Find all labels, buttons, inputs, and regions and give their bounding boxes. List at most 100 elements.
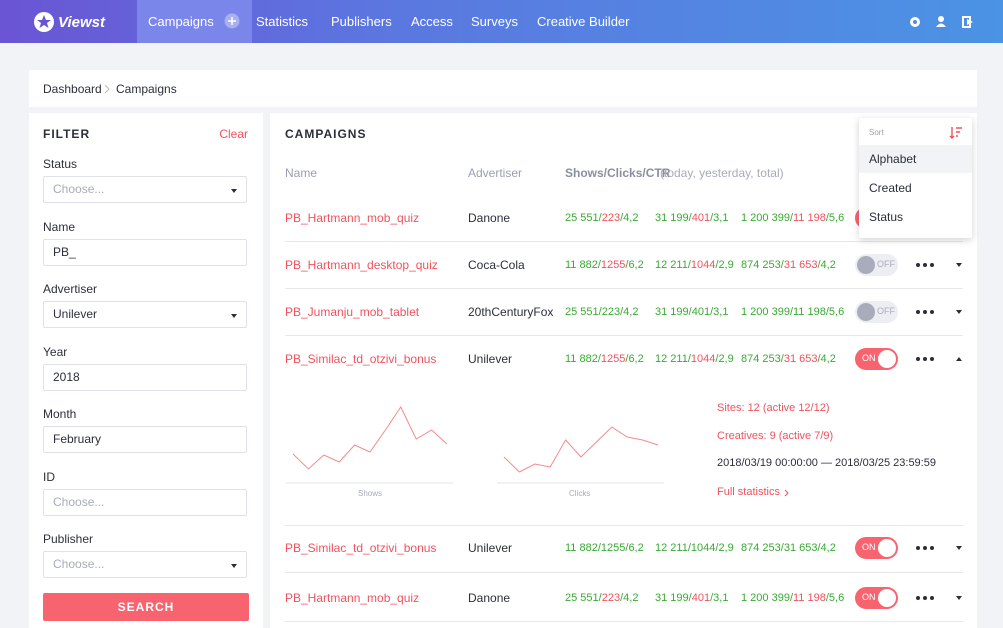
stats: 874 253/31 653/4,2 <box>741 542 836 554</box>
text-input[interactable]: PB_ <box>43 238 247 266</box>
toggle-knob <box>857 303 875 321</box>
settings-icon[interactable] <box>910 17 920 27</box>
text-input[interactable]: February <box>43 426 247 453</box>
chart-label: Clicks <box>569 489 591 498</box>
campaigns-title: CAMPAIGNS <box>285 127 367 141</box>
col-stats-note: (today, yesterday, total) <box>660 166 784 180</box>
nav-label: Campaigns <box>148 14 214 29</box>
advertiser: Coca-Cola <box>468 258 525 272</box>
nav-item[interactable]: Statistics <box>245 0 319 43</box>
filter-title: FILTER <box>43 127 91 141</box>
arrow <box>956 263 962 267</box>
more-menu[interactable] <box>915 262 935 268</box>
more-menu[interactable] <box>915 545 935 551</box>
expand-arrow[interactable] <box>230 313 238 319</box>
select-box[interactable]: Choose... <box>43 551 247 578</box>
col-stats[interactable]: Shows/Clicks/CTR <box>565 166 671 180</box>
stats: 1 200 399/11 198/5,6 <box>741 212 845 224</box>
logo-text[interactable]: Viewst <box>58 14 105 31</box>
text-input[interactable]: Choose... <box>43 488 247 516</box>
more-menu[interactable] <box>915 356 935 362</box>
campaign-name[interactable]: PB_Similac_td_otzivi_bonus <box>285 352 437 366</box>
campaign-name[interactable]: PB_Jumanju_mob_tablet <box>285 305 420 319</box>
dot <box>923 596 927 600</box>
stats: 1 200 399/11 198/5,6 <box>741 306 845 318</box>
sparkline <box>503 426 659 473</box>
arrow <box>956 596 962 600</box>
select-box[interactable]: Choose... <box>43 176 247 203</box>
expand-arrow[interactable] <box>955 545 963 551</box>
arrow <box>231 314 237 318</box>
stats: 11 882/1255/6,2 <box>565 542 644 554</box>
nav-item[interactable]: Access <box>400 0 464 43</box>
logout-icon[interactable] <box>962 16 973 28</box>
sort-option[interactable]: Status <box>859 203 972 231</box>
link-chevron <box>784 489 789 497</box>
search-button[interactable]: SEARCH <box>43 593 249 621</box>
status-toggle[interactable]: ON <box>855 348 898 370</box>
status-toggle[interactable]: OFF <box>855 254 898 276</box>
row-divider <box>285 335 963 336</box>
more-menu[interactable] <box>915 595 935 601</box>
select-box[interactable]: Unilever <box>43 301 247 328</box>
field-value: PB_ <box>53 244 76 259</box>
breadcrumb-link[interactable]: Dashboard <box>43 82 102 96</box>
sort-option[interactable]: Created <box>859 174 972 202</box>
toggle-knob <box>857 256 875 274</box>
campaign-name[interactable]: PB_Hartmann_desktop_quiz <box>285 258 438 272</box>
sparklines <box>286 405 664 484</box>
add-icon <box>224 13 240 29</box>
stats: 1 200 399/11 198/5,6 <box>741 592 845 604</box>
collapse-arrow[interactable] <box>955 356 963 362</box>
nav-item[interactable]: Campaigns <box>137 0 252 43</box>
add-plus <box>227 17 236 25</box>
col-name[interactable]: Name <box>285 166 318 180</box>
campaign-name[interactable]: PB_Hartmann_mob_quiz <box>285 591 420 605</box>
field-value: Choose... <box>53 182 105 196</box>
row-divider <box>285 572 963 573</box>
nav-item[interactable]: Publishers <box>320 0 403 43</box>
creatives-info: Creatives: 9 (active 7/9) <box>717 430 834 442</box>
breadcrumb: Dashboard Campaigns <box>29 70 977 107</box>
col-advertiser[interactable]: Advertiser <box>468 166 523 180</box>
expand-arrow[interactable] <box>955 262 963 268</box>
sort-option-label: Status <box>869 210 904 224</box>
campaign-name[interactable]: PB_Similac_td_otzivi_bonus <box>285 541 437 555</box>
status-toggle[interactable]: OFF <box>855 301 898 323</box>
nav-item[interactable]: Surveys <box>460 0 529 43</box>
sort-option-label: Created <box>869 181 912 195</box>
stats: 31 199/401/3,1 <box>655 592 729 604</box>
stats: 25 551/223/4,2 <box>565 306 639 318</box>
field-value: Unilever <box>53 307 98 321</box>
status-toggle[interactable]: ON <box>855 537 898 559</box>
advertiser: Danone <box>468 211 511 225</box>
dot <box>930 263 934 267</box>
sites-info: Sites: 12 (active 12/12) <box>717 402 830 414</box>
expand-arrow[interactable] <box>230 188 238 194</box>
expand-arrow[interactable] <box>955 595 963 601</box>
sort-dropdown: Sort Alphabet Created Status <box>859 118 972 238</box>
campaign-name[interactable]: PB_Hartmann_mob_quiz <box>285 211 420 225</box>
toggle-label: OFF <box>877 306 895 316</box>
row-divider <box>285 288 963 289</box>
user-icon[interactable] <box>936 16 946 27</box>
sort-option[interactable]: Alphabet <box>859 145 972 173</box>
field-label: Advertiser <box>43 282 98 296</box>
arrow <box>231 564 237 568</box>
nav-label: Creative Builder <box>537 14 630 29</box>
sort-label: Sort <box>869 128 884 137</box>
text-input[interactable]: 2018 <box>43 363 247 391</box>
nav-item[interactable]: Creative Builder <box>526 0 641 43</box>
sort-icon[interactable] <box>949 126 963 140</box>
toggle-label: ON <box>862 592 876 602</box>
expand-arrow[interactable] <box>230 563 238 569</box>
full-stats-link[interactable]: Full statistics <box>717 486 780 498</box>
expand-arrow[interactable] <box>955 309 963 315</box>
field-label: Year <box>43 344 68 359</box>
clear-link[interactable]: Clear <box>219 127 248 141</box>
status-toggle[interactable]: ON <box>855 587 898 609</box>
more-menu[interactable] <box>915 309 935 315</box>
toggle-knob <box>878 539 896 557</box>
dot <box>930 310 934 314</box>
